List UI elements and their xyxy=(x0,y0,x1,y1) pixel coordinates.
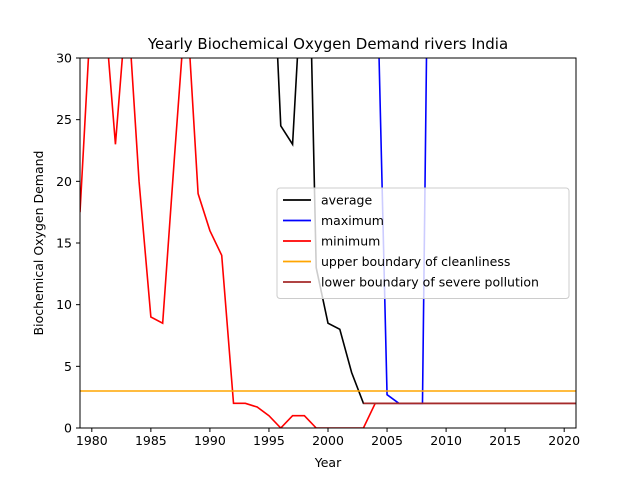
y-tick-label: 5 xyxy=(64,359,72,374)
legend-entry-label: upper boundary of cleanliness xyxy=(321,254,510,269)
x-tick-label: 1980 xyxy=(76,433,108,448)
legend-entry-label: lower boundary of severe pollution xyxy=(321,275,539,290)
series-layer xyxy=(80,58,576,428)
x-axis-label: Year xyxy=(314,455,342,470)
y-tick-label: 25 xyxy=(56,112,72,127)
legend-entry-label: minimum xyxy=(321,234,380,249)
y-tick-label: 10 xyxy=(56,297,72,312)
x-axis: 1980 1985 1990 1995 2000 2005 2010 2015 2020 xyxy=(76,428,580,448)
x-tick-label: 1990 xyxy=(194,433,226,448)
x-tick-label: 2015 xyxy=(489,433,521,448)
legend: average maximum minimum upper boundary of c… xyxy=(276,187,570,299)
y-tick-label: 20 xyxy=(56,174,72,189)
series-line-2 xyxy=(80,58,576,428)
legend-entry-label: average xyxy=(321,193,372,208)
y-axis-label: Biochemical Oxygen Demand xyxy=(31,151,46,336)
x-tick-label: 2005 xyxy=(371,433,403,448)
y-tick-label: 30 xyxy=(56,51,72,66)
legend-box xyxy=(276,187,570,299)
chart-title: Yearly Biochemical Oxygen Demand rivers … xyxy=(147,35,508,53)
x-tick-label: 2020 xyxy=(548,433,580,448)
y-axis: 0 5 10 15 20 25 30 xyxy=(56,51,80,436)
y-tick-label: 15 xyxy=(56,236,72,251)
x-tick-label: 1995 xyxy=(253,433,285,448)
x-tick-label: 1985 xyxy=(135,433,167,448)
legend-entry-label: maximum xyxy=(321,213,384,228)
x-tick-label: 2000 xyxy=(312,433,344,448)
x-tick-label: 2010 xyxy=(430,433,462,448)
y-tick-label: 0 xyxy=(64,421,72,436)
